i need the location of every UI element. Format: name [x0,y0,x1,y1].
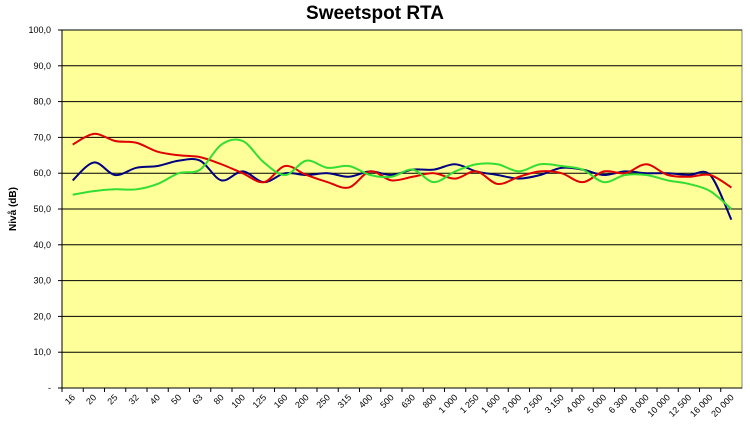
x-tick-label: 32 [127,392,141,406]
x-tick-label: 315 [336,392,354,410]
x-tick-label: 6 300 [607,392,630,415]
x-tick-label: 3 150 [543,392,566,415]
x-tick-label: 25 [105,392,119,406]
x-tick-label: 2 500 [522,392,545,415]
x-tick-label: 4 000 [564,392,587,415]
x-tick-label: 20 [84,392,98,406]
x-tick-label: 20 000 [709,392,736,419]
x-tick-label: 5 000 [585,392,608,415]
y-tick-label: 70,0 [33,132,51,142]
x-tick-label: 200 [293,392,311,410]
x-tick-label: 800 [421,392,439,410]
x-tick-label: 125 [251,392,269,410]
y-tick-label: 90,0 [33,61,51,71]
x-tick-label: 50 [169,392,183,406]
y-tick-label: 60,0 [33,168,51,178]
x-tick-label: 500 [378,392,396,410]
x-tick-label: 2 000 [500,392,523,415]
x-tick-label: 16 [63,392,77,406]
y-tick-label: 30,0 [33,276,51,286]
y-tick-label: 20,0 [33,311,51,321]
y-tick-label: 100,0 [28,25,51,35]
y-tick-label: - [48,383,51,393]
x-tick-label: 1 250 [458,392,481,415]
x-tick-label: 16 000 [688,392,715,419]
x-tick-label: 250 [314,392,332,410]
y-axis-title: Nivå (dB) [7,187,19,231]
x-tick-label: 63 [190,392,204,406]
x-tick-label: 12 500 [667,392,694,419]
y-tick-label: 80,0 [33,97,51,107]
x-tick-label: 400 [357,392,375,410]
x-tick-label: 1 000 [437,392,460,415]
x-tick-label: 1 600 [479,392,502,415]
x-tick-label: 80 [212,392,226,406]
x-tick-label: 10 000 [646,392,673,419]
x-tick-label: 100 [229,392,247,410]
y-tick-label: 10,0 [33,347,51,357]
x-tick-label: 630 [399,392,417,410]
y-tick-label: 40,0 [33,240,51,250]
series-line-3 [72,138,733,210]
x-tick-label: 40 [148,392,162,406]
series-line-2 [72,132,732,189]
chart-title: Sweetspot RTA [306,3,444,24]
x-tick-label: 160 [272,392,290,410]
y-tick-label: 50,0 [33,204,51,214]
